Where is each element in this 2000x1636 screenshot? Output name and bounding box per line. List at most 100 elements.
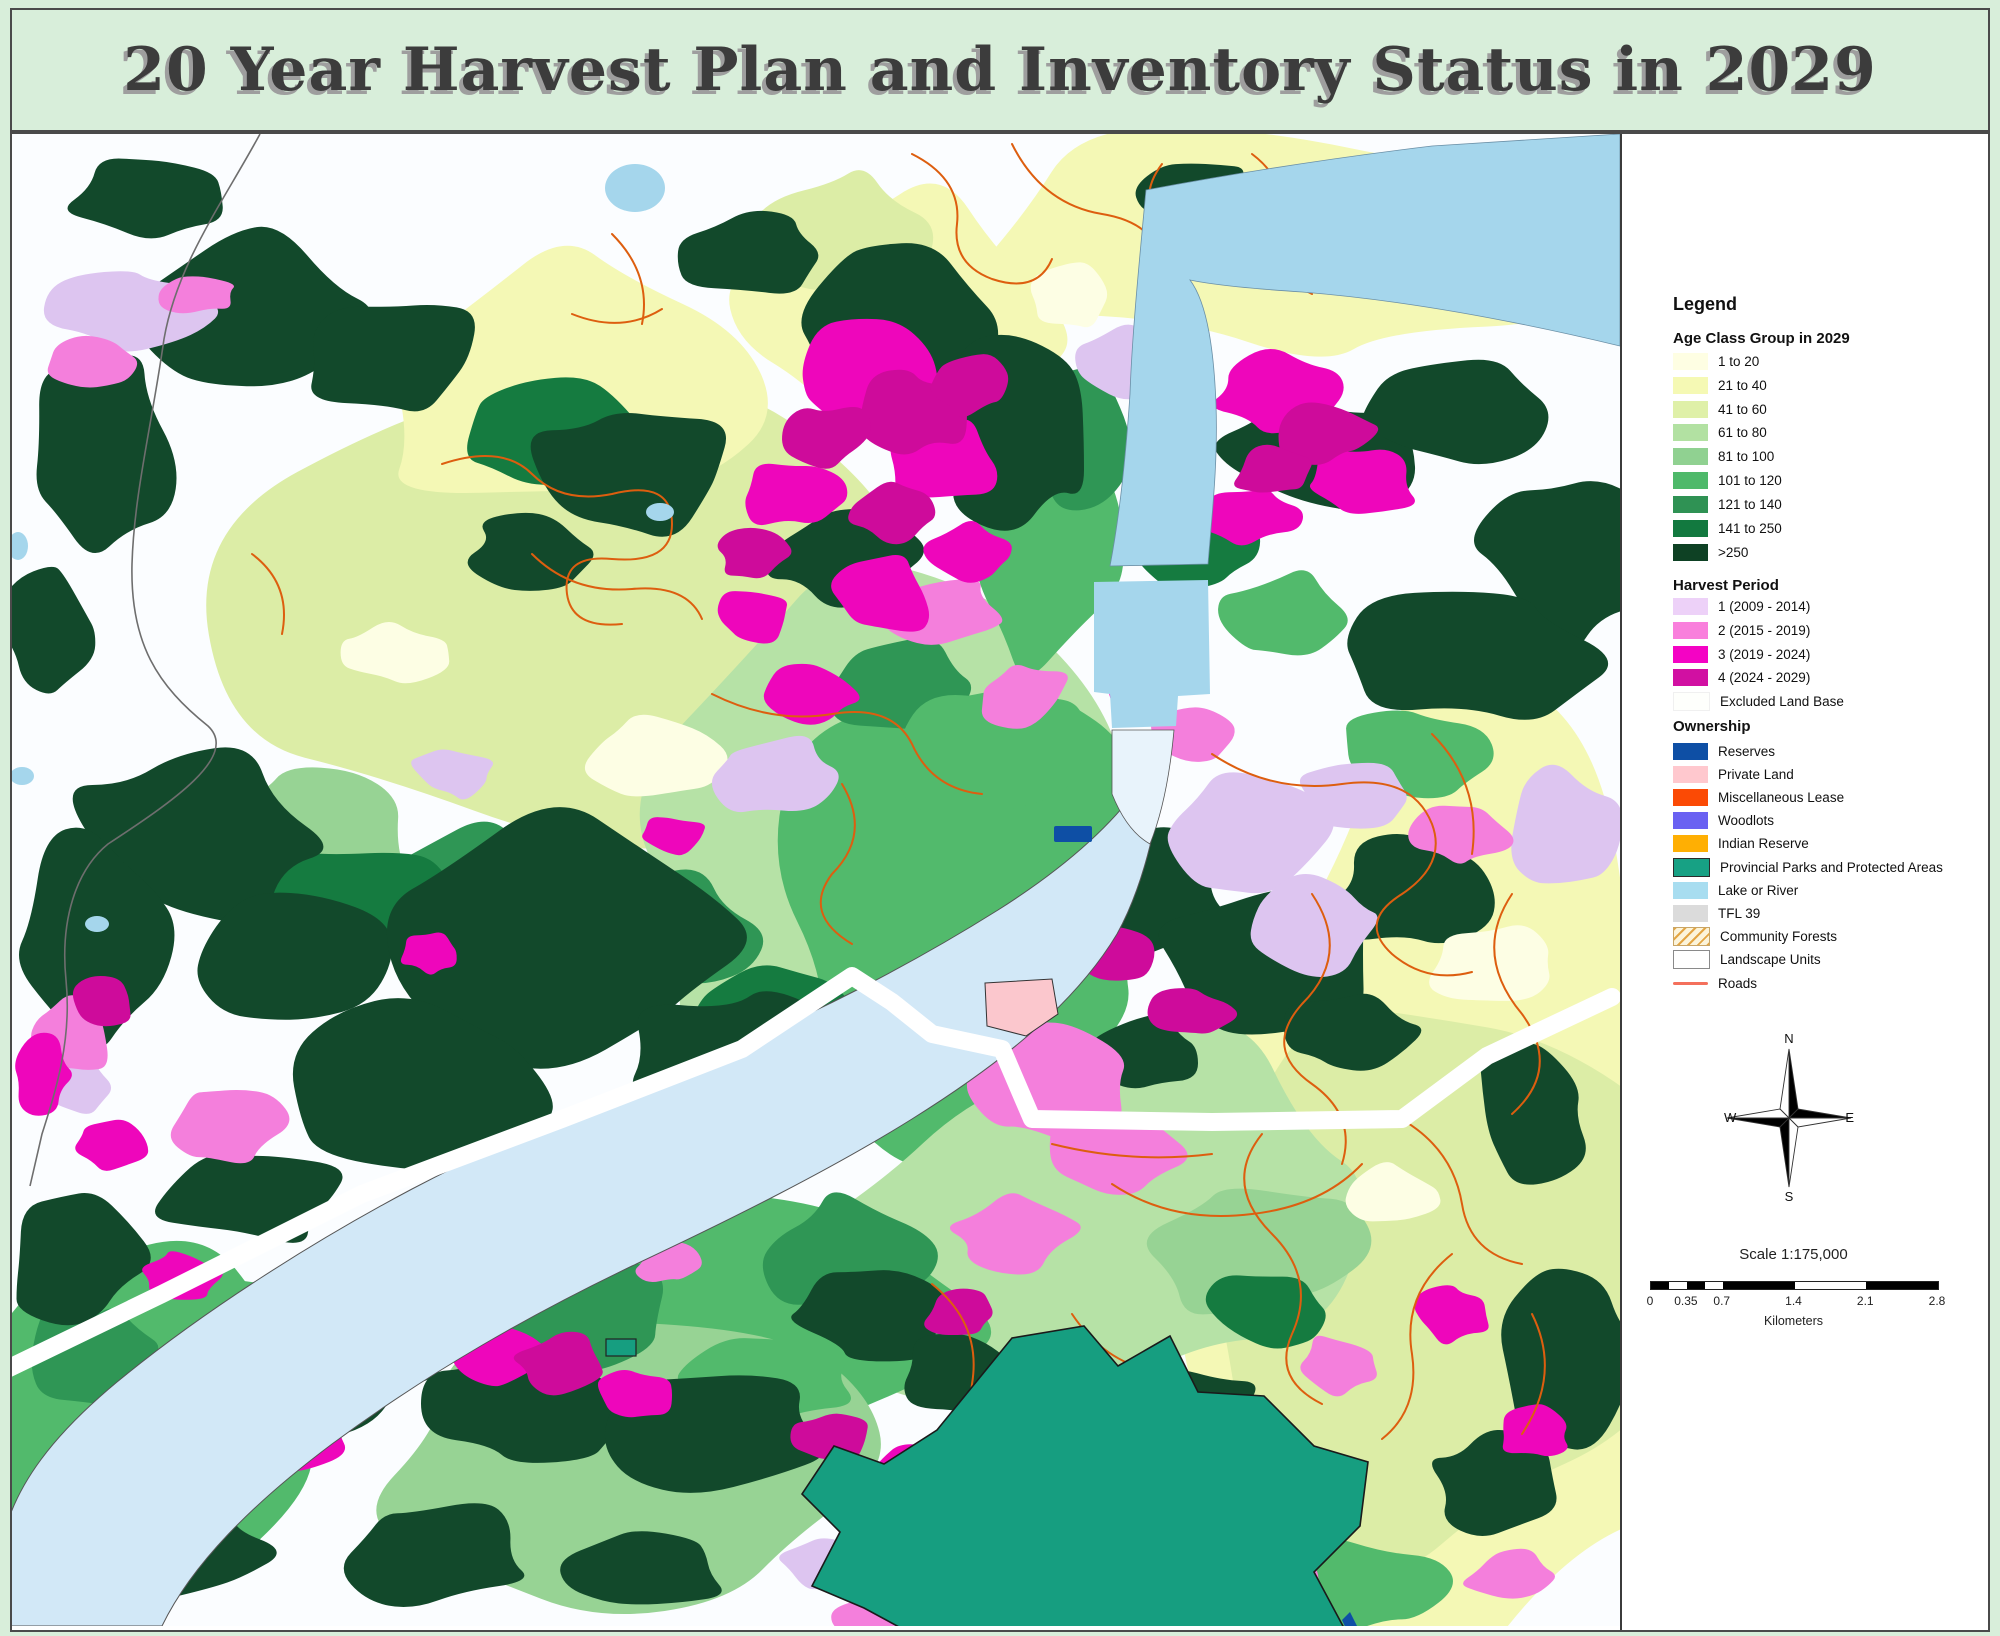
ownership-layer (605, 826, 1369, 1626)
private-land-swatch (1673, 765, 1708, 783)
legend-label: TFL 39 (1718, 905, 1761, 921)
age-class-swatch (1673, 376, 1708, 394)
legend-label: Reserves (1718, 743, 1776, 759)
map-polygon (791, 1270, 944, 1362)
legend-label: Woodlots (1718, 812, 1775, 828)
legend-label: Provincial Parks and Protected Areas (1720, 859, 1943, 875)
legend-row: 41 to 60 (1622, 400, 1767, 418)
map-polygon (1147, 988, 1238, 1034)
legend-row: 141 to 250 (1622, 519, 1782, 537)
ownership-heading: Ownership (1673, 718, 1751, 735)
map-polygon (584, 714, 728, 797)
compass-n-label: N (1784, 1033, 1793, 1046)
legend-row: Woodlots (1622, 811, 1774, 829)
map-polygon (717, 527, 792, 579)
legend-label: 41 to 60 (1718, 401, 1767, 417)
scale-tick: 0 (1646, 1294, 1654, 1308)
reserves-swatch (1673, 742, 1708, 760)
map-canvas (12, 134, 1620, 1626)
legend-heading: Legend (1673, 294, 1738, 314)
provincial-park (800, 1325, 1369, 1626)
harvest-period-heading: Harvest Period (1673, 577, 1779, 594)
excluded-corridor (12, 967, 1620, 1377)
age-class-swatch (1673, 519, 1708, 537)
map-polygon (1480, 1042, 1586, 1185)
legend-label: Lake or River (1718, 882, 1799, 898)
map-polygon (1146, 1188, 1372, 1315)
legend-label: 2 (2015 - 2019) (1718, 622, 1811, 638)
map-polygon (745, 463, 848, 526)
map-polygon (981, 664, 1068, 729)
legend-row: Community Forests (1622, 926, 1837, 946)
legend-row: >250 (1622, 543, 1748, 561)
legend-row: 121 to 140 (1622, 495, 1782, 513)
harvest-swatch (1673, 621, 1708, 639)
legend-row: 21 to 40 (1622, 376, 1767, 394)
legend-label: 121 to 140 (1718, 496, 1782, 512)
map-polygon (782, 406, 871, 469)
legend-label: 3 (2019 - 2024) (1718, 646, 1811, 662)
legend-row: Lake or River (1622, 881, 1798, 899)
map-polygon (642, 817, 705, 856)
map-polygon (1414, 1285, 1489, 1345)
map-polygon (400, 932, 457, 975)
map-polygon (170, 1090, 290, 1164)
map-polygon (1049, 1111, 1188, 1195)
legend-label: 141 to 250 (1718, 520, 1782, 536)
map-polygon (1218, 570, 1348, 656)
legend-label: Excluded Land Base (1720, 693, 1844, 709)
map-polygon (340, 621, 450, 684)
map-polygon (677, 210, 819, 294)
community-forests-swatch (1673, 926, 1710, 946)
lake-arm-north (1109, 134, 1620, 567)
legend-label: 4 (2024 - 2029) (1718, 669, 1811, 685)
legend-label: Roads (1718, 975, 1758, 991)
small-lake (646, 503, 674, 521)
scale-tick: 0.35 (1674, 1294, 1698, 1308)
scale-units-label: Kilometers (1763, 1314, 1824, 1328)
scale-tick: 1.4 (1785, 1294, 1802, 1308)
age-class-swatch (1673, 423, 1708, 441)
scale-tick: 2.1 (1856, 1294, 1874, 1308)
legend-row: Reserves (1622, 742, 1775, 760)
map-polygon (1205, 1275, 1326, 1349)
roads-swatch (1673, 981, 1708, 985)
map-polygon (1234, 444, 1312, 493)
legend-label: Landscape Units (1720, 951, 1821, 967)
provincial-parks-swatch (1673, 857, 1710, 877)
water-layer (12, 134, 1620, 1626)
map-polygon (67, 158, 223, 239)
compass-w-label: W (1724, 1110, 1737, 1125)
legend-label: 1 (2009 - 2014) (1718, 598, 1811, 614)
map-polygon (930, 354, 1009, 418)
excluded-land-swatch (1673, 691, 1710, 711)
age-class-swatch (1673, 495, 1708, 513)
map-polygon (896, 695, 1085, 814)
legend-row: 4 (2024 - 2029) (1622, 668, 1810, 686)
map-polygon (47, 335, 138, 388)
scale-bar (1650, 1281, 1939, 1290)
map-polygon (131, 226, 372, 387)
map-polygon (75, 1119, 149, 1171)
map-polygon (72, 975, 131, 1027)
legend-row: 1 to 20 (1622, 352, 1759, 370)
map-polygon (158, 276, 235, 314)
map-polygon (1463, 1548, 1555, 1599)
tfl39-swatch (1673, 904, 1708, 922)
age-class-swatch (1673, 352, 1708, 370)
map-polygon (1278, 402, 1379, 465)
small-lake (85, 916, 109, 932)
legend-label: Indian Reserve (1718, 835, 1809, 851)
map-polygon (386, 807, 747, 1069)
map-polygon (1362, 359, 1549, 465)
small-lake (12, 767, 34, 785)
legend-label: 21 to 40 (1718, 377, 1767, 393)
harvest-swatch (1673, 597, 1708, 615)
map-polygon (1501, 1268, 1620, 1450)
map-polygon (1203, 489, 1304, 546)
map-polygon (1474, 481, 1620, 651)
legend-panel: Legend Age Class Group in 2029 1 to 20 2… (1620, 134, 1988, 1630)
map-polygon (16, 1193, 151, 1326)
compass-rose: N S E W (1724, 1033, 1854, 1203)
legend-row: Private Land (1622, 765, 1794, 783)
